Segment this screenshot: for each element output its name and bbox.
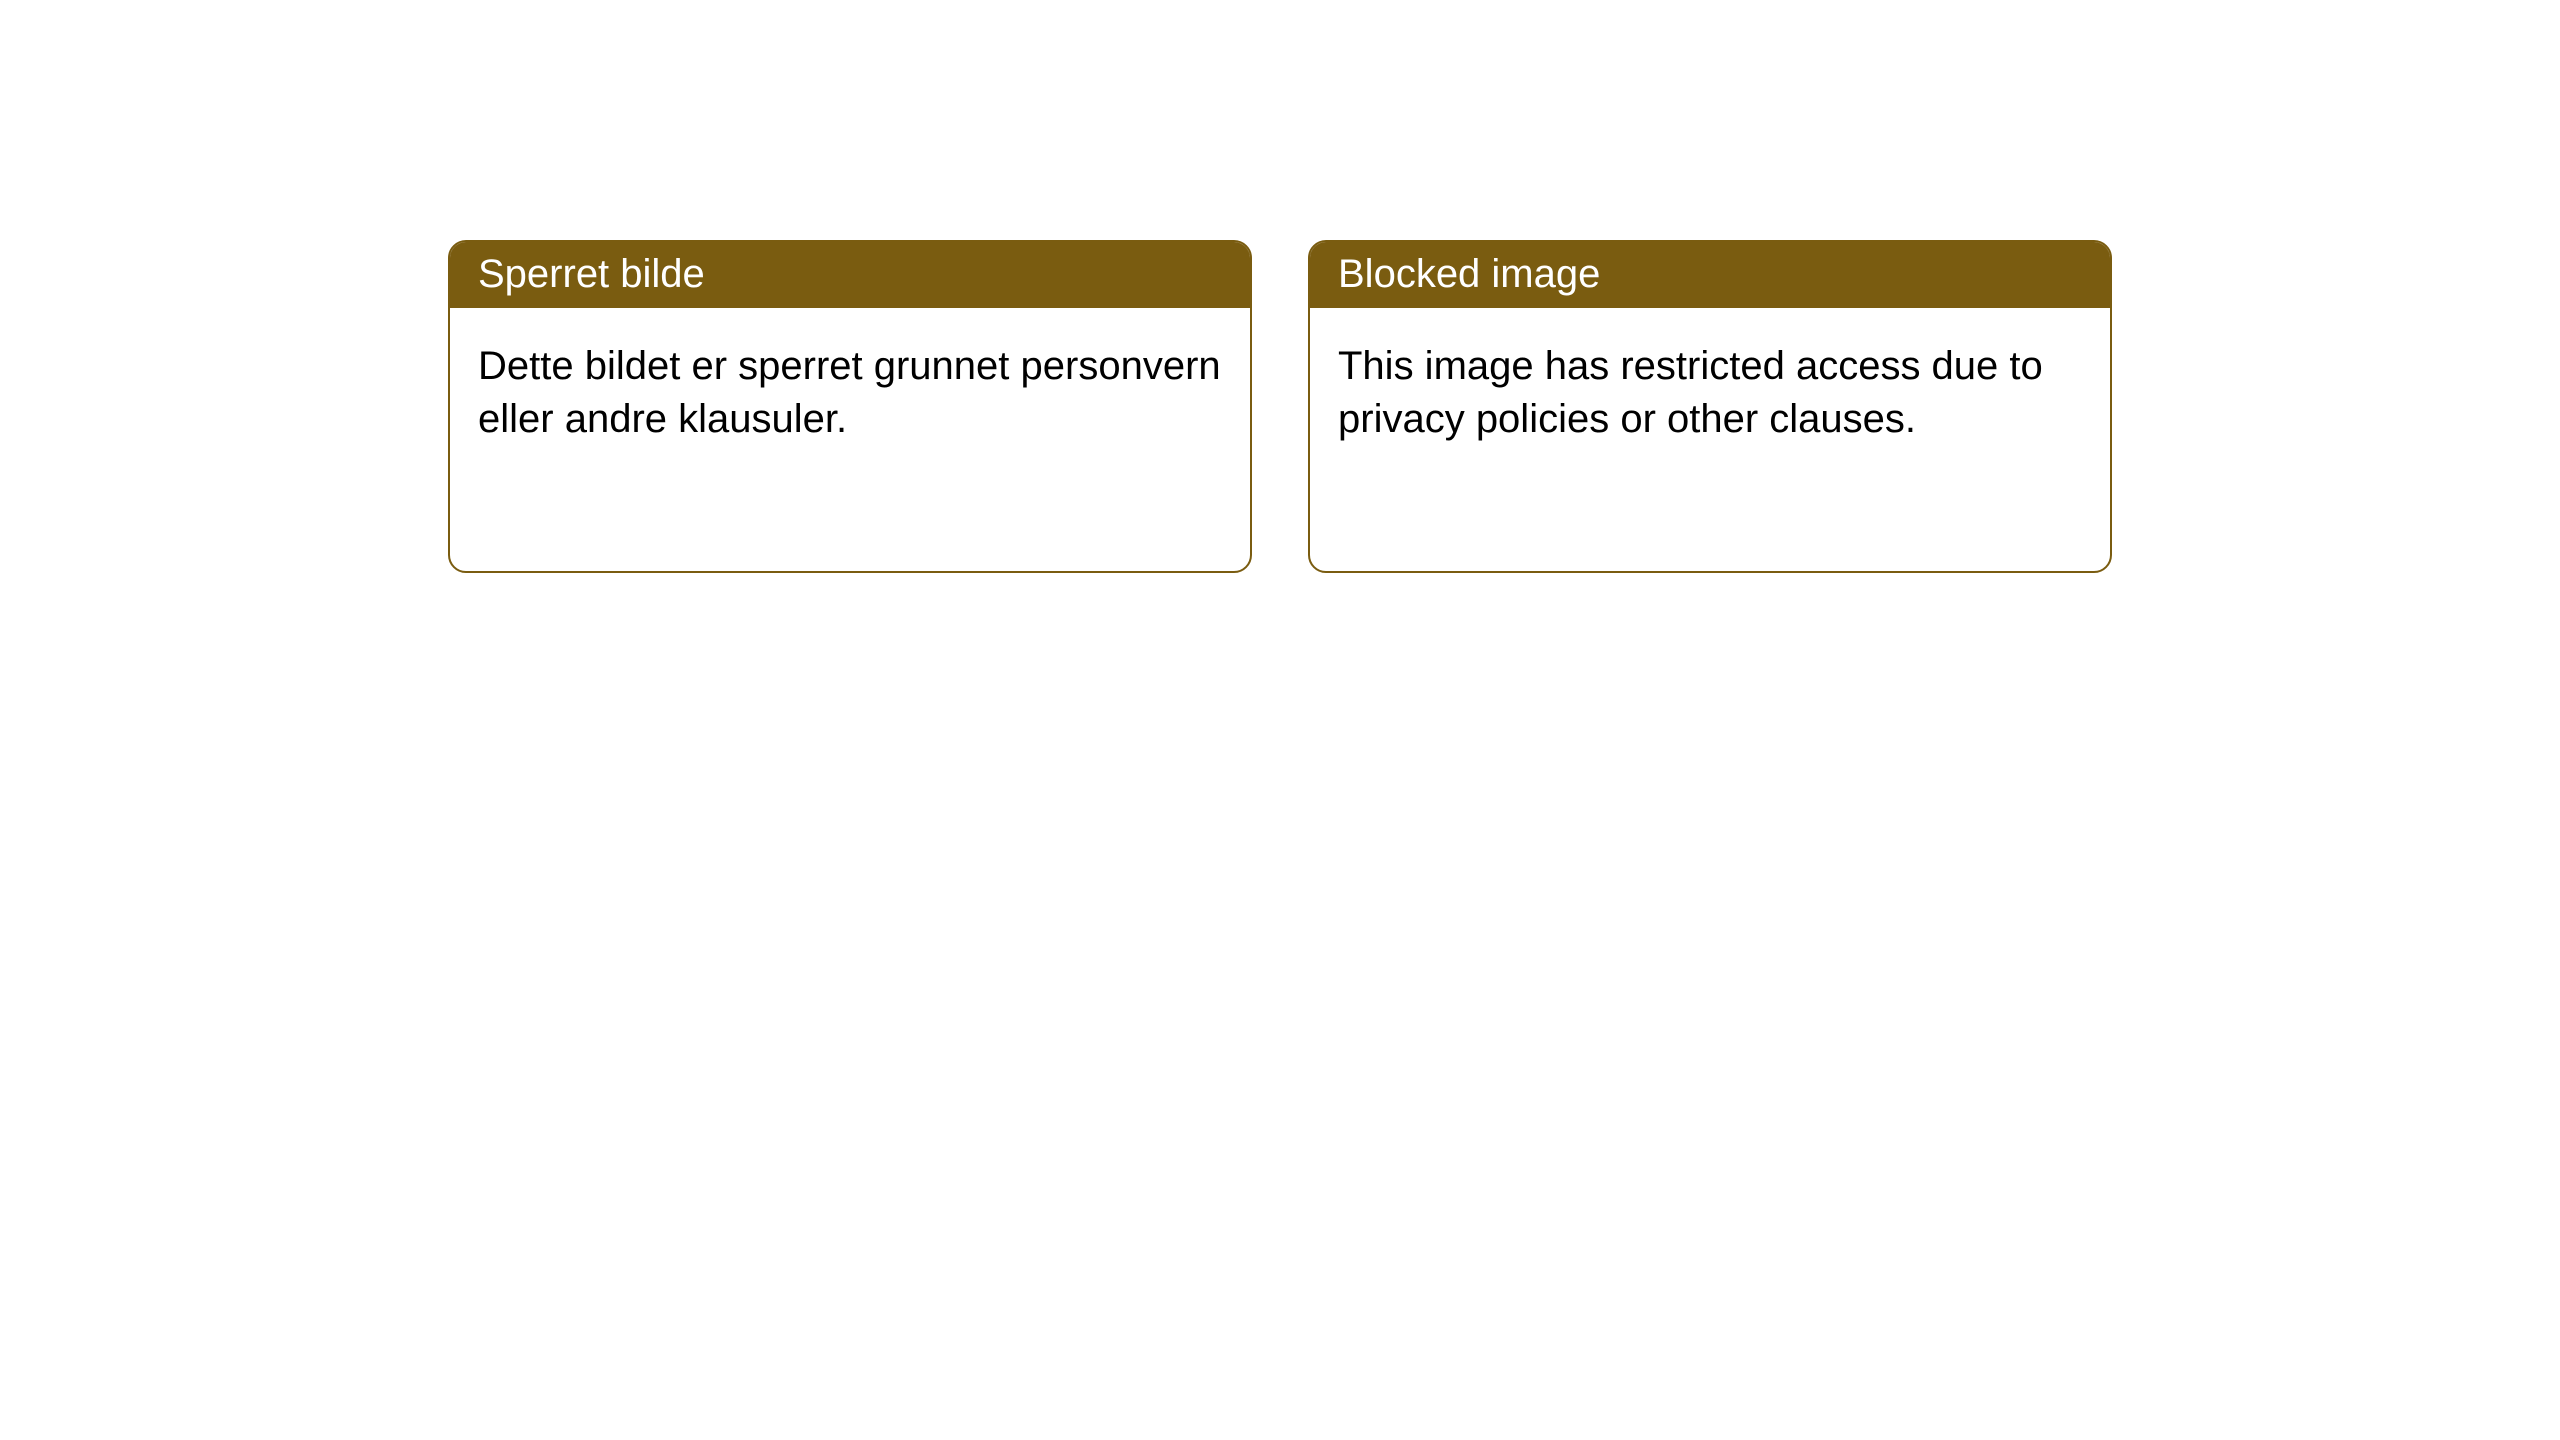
blocked-image-card-english: Blocked image This image has restricted … <box>1308 240 2112 573</box>
card-body-norwegian: Dette bildet er sperret grunnet personve… <box>450 308 1250 478</box>
card-body-english: This image has restricted access due to … <box>1310 308 2110 478</box>
blocked-image-card-norwegian: Sperret bilde Dette bildet er sperret gr… <box>448 240 1252 573</box>
card-title-norwegian: Sperret bilde <box>450 242 1250 308</box>
notice-container: Sperret bilde Dette bildet er sperret gr… <box>0 0 2560 573</box>
card-title-english: Blocked image <box>1310 242 2110 308</box>
